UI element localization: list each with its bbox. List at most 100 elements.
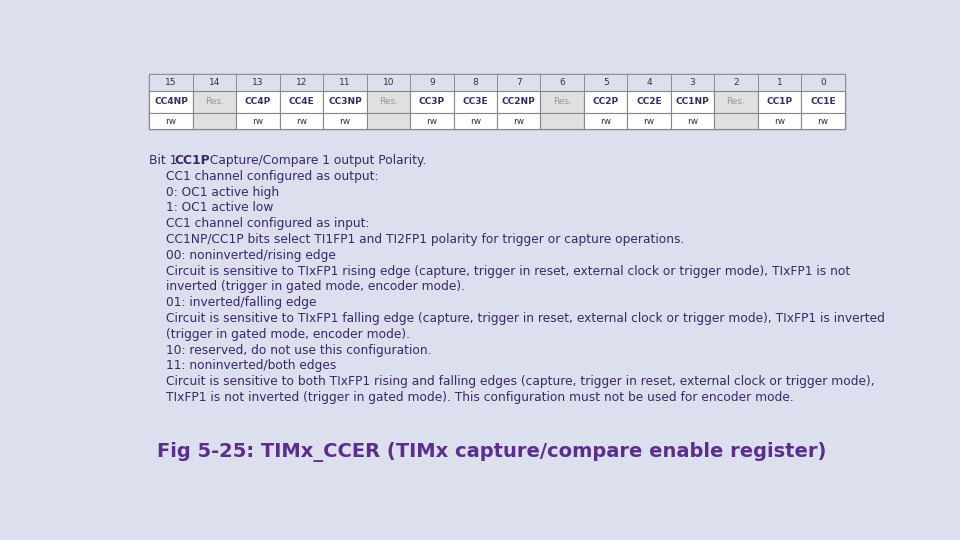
Text: 14: 14 (209, 78, 220, 87)
Bar (150, 112, 193, 130)
Text: 10: 10 (383, 78, 395, 87)
Text: 00: noninverted/rising edge: 00: noninverted/rising edge (166, 249, 336, 262)
Text: CC1NP/CC1P bits select TI1FP1 and TI2FP1 polarity for trigger or capture operati: CC1NP/CC1P bits select TI1FP1 and TI2FP1… (166, 233, 684, 246)
Bar (757, 74, 802, 91)
Text: rw: rw (600, 117, 612, 125)
Bar (236, 91, 279, 112)
Text: CC3P: CC3P (419, 97, 444, 106)
Text: rw: rw (252, 117, 264, 125)
Bar (193, 91, 236, 112)
Bar (410, 74, 453, 91)
Bar (671, 91, 714, 112)
Bar (279, 74, 324, 91)
Text: 01: inverted/falling edge: 01: inverted/falling edge (166, 296, 317, 309)
Bar (193, 112, 236, 130)
Bar (497, 74, 540, 91)
Bar (150, 74, 845, 130)
Text: CC1NP: CC1NP (676, 97, 709, 106)
Text: 8: 8 (472, 78, 478, 87)
Bar (497, 112, 540, 130)
Bar (802, 91, 845, 112)
Bar (757, 91, 802, 112)
Bar (714, 74, 757, 91)
Text: 9: 9 (429, 78, 435, 87)
Bar (453, 91, 497, 112)
Text: Res.: Res. (379, 97, 397, 106)
Bar (236, 112, 279, 130)
Text: CC2NP: CC2NP (502, 97, 536, 106)
Text: 1: OC1 active low: 1: OC1 active low (166, 201, 274, 214)
Bar (367, 91, 410, 112)
Bar (410, 112, 453, 130)
Bar (802, 112, 845, 130)
Bar (367, 112, 410, 130)
Bar (193, 74, 236, 91)
Text: CC4NP: CC4NP (155, 97, 188, 106)
Bar (497, 91, 540, 112)
Text: CC2P: CC2P (592, 97, 619, 106)
Text: CC1E: CC1E (810, 97, 836, 106)
Bar (324, 112, 367, 130)
Text: 7: 7 (516, 78, 521, 87)
Bar (150, 74, 193, 91)
Text: Res.: Res. (205, 97, 224, 106)
Text: 3: 3 (689, 78, 695, 87)
Text: 10: reserved, do not use this configuration.: 10: reserved, do not use this configurat… (166, 343, 432, 356)
Text: 15: 15 (165, 78, 177, 87)
Text: : Capture/Compare 1 output Polarity.: : Capture/Compare 1 output Polarity. (202, 154, 426, 167)
Bar (453, 74, 497, 91)
Bar (453, 112, 497, 130)
Bar (279, 112, 324, 130)
Bar (410, 91, 453, 112)
Text: rw: rw (166, 117, 177, 125)
Bar (324, 74, 367, 91)
Bar (628, 91, 671, 112)
Text: rw: rw (469, 117, 481, 125)
Text: 5: 5 (603, 78, 609, 87)
Text: 13: 13 (252, 78, 264, 87)
Bar (802, 74, 845, 91)
Bar (584, 74, 628, 91)
Text: rw: rw (514, 117, 524, 125)
Bar (714, 91, 757, 112)
Text: Circuit is sensitive to both TIxFP1 rising and falling edges (capture, trigger i: Circuit is sensitive to both TIxFP1 risi… (166, 375, 876, 388)
Text: 11: 11 (339, 78, 350, 87)
Bar (628, 74, 671, 91)
Text: Fig 5-25: TIMx_CCER (TIMx capture/compare enable register): Fig 5-25: TIMx_CCER (TIMx capture/compar… (157, 442, 827, 462)
Text: Circuit is sensitive to TIxFP1 rising edge (capture, trigger in reset, external : Circuit is sensitive to TIxFP1 rising ed… (166, 265, 851, 278)
Text: rw: rw (774, 117, 785, 125)
Text: rw: rw (687, 117, 698, 125)
Bar (540, 91, 584, 112)
Text: Circuit is sensitive to TIxFP1 falling edge (capture, trigger in reset, external: Circuit is sensitive to TIxFP1 falling e… (166, 312, 885, 325)
Bar (757, 112, 802, 130)
Bar (540, 112, 584, 130)
Text: TIxFP1 is not inverted (trigger in gated mode). This configuration must not be u: TIxFP1 is not inverted (trigger in gated… (166, 391, 794, 404)
Bar (671, 112, 714, 130)
Text: CC3NP: CC3NP (328, 97, 362, 106)
Bar (367, 74, 410, 91)
Text: 4: 4 (646, 78, 652, 87)
Text: rw: rw (340, 117, 350, 125)
Bar (584, 112, 628, 130)
Bar (628, 112, 671, 130)
Text: Bit 1: Bit 1 (150, 154, 181, 167)
Text: CC2E: CC2E (636, 97, 661, 106)
Text: 1: 1 (777, 78, 782, 87)
Bar (714, 112, 757, 130)
Text: CC1 channel configured as input:: CC1 channel configured as input: (166, 217, 370, 230)
Text: rw: rw (643, 117, 655, 125)
Text: Res.: Res. (727, 97, 746, 106)
Text: CC1P: CC1P (175, 154, 210, 167)
Bar (540, 74, 584, 91)
Bar (324, 91, 367, 112)
Text: 2: 2 (733, 78, 739, 87)
Text: rw: rw (296, 117, 307, 125)
Text: 0: OC1 active high: 0: OC1 active high (166, 186, 279, 199)
Text: rw: rw (817, 117, 828, 125)
Bar (236, 74, 279, 91)
Text: 0: 0 (820, 78, 826, 87)
Text: CC4P: CC4P (245, 97, 271, 106)
Text: Res.: Res. (553, 97, 572, 106)
Text: 6: 6 (560, 78, 565, 87)
Text: CC4E: CC4E (289, 97, 314, 106)
